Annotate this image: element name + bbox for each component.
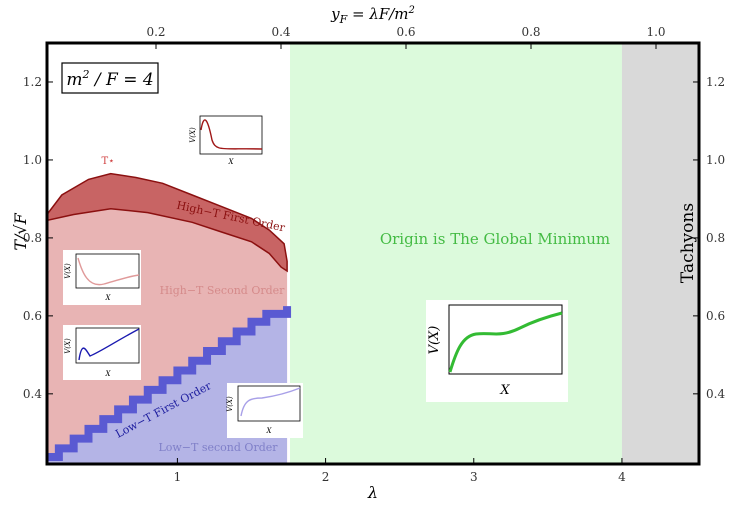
inset-low-t-first: V(X) X: [63, 325, 141, 380]
inset-high-t-first: V(X) X: [188, 111, 266, 168]
y-tick-label-right: 0.6: [706, 309, 725, 323]
y-tick-label-right: 0.4: [706, 387, 725, 401]
top-tick-label: 0.4: [271, 25, 290, 39]
y-axis-label: T/√F: [11, 212, 30, 250]
svg-text:V(X): V(X): [189, 127, 197, 143]
tachyon-region: [621, 43, 699, 464]
top-tick-label: 1.0: [646, 25, 665, 39]
y-tick-label: 0.6: [23, 309, 42, 323]
inset-origin: V(X) X: [426, 300, 568, 402]
svg-text:X: X: [266, 427, 273, 435]
x-tick-label: 2: [322, 470, 330, 484]
svg-text:V(X): V(X): [64, 263, 72, 279]
legend-box: m2 / F = 4: [61, 62, 159, 94]
x-axis-label: λ: [367, 483, 378, 502]
svg-text:V(X): V(X): [427, 326, 442, 355]
t-star-label: T⋆: [102, 156, 115, 167]
y-tick-label: 1.0: [23, 153, 42, 167]
y-tick-label-right: 1.0: [706, 153, 725, 167]
plot-frame: [45, 41, 701, 466]
y-tick-label: 1.2: [23, 75, 42, 89]
svg-text:X: X: [499, 383, 510, 398]
y-tick-label: 0.4: [23, 387, 42, 401]
svg-text:V(X): V(X): [64, 338, 72, 354]
label-low-t-second-order: Low−T second Order: [158, 441, 278, 454]
legend-text: m2 / F = 4: [66, 68, 153, 90]
y-tick-label: 0.8: [23, 231, 42, 245]
inset-high-t-second: V(X) X: [63, 250, 141, 305]
svg-text:X: X: [105, 370, 112, 378]
top-tick-label: 0.6: [396, 25, 415, 39]
x-tick-label: 1: [174, 470, 182, 484]
top-tick-label: 0.2: [146, 25, 165, 39]
label-high-t-second-order: High−T Second Order: [160, 284, 286, 297]
svg-text:X: X: [105, 294, 112, 302]
svg-text:V(X): V(X): [226, 396, 234, 412]
top-axis-label: yF = λF/m2: [330, 5, 415, 26]
y-tick-label-right: 1.2: [706, 75, 725, 89]
x-tick-label: 4: [618, 470, 626, 484]
x-tick-label: 3: [470, 470, 478, 484]
inset-low-t-second: V(X) X: [226, 383, 303, 438]
high-t-first-order-region: [47, 172, 288, 273]
top-tick-label: 0.8: [521, 25, 540, 39]
y-tick-label-right: 0.8: [706, 231, 725, 245]
label-tachyons: Tachyons: [678, 203, 698, 283]
svg-text:X: X: [228, 158, 235, 166]
regions: [47, 43, 699, 464]
label-origin-global-minimum: Origin is The Global Minimum: [380, 230, 610, 248]
low-t-first-order-region: [47, 306, 292, 461]
axis-ticks: 1 2 3 4 0.4 0.4 0.6 0.6 0.8 0.8 1.0 1.0 1.2 1.2 0.2 0.4…: [23, 25, 726, 484]
